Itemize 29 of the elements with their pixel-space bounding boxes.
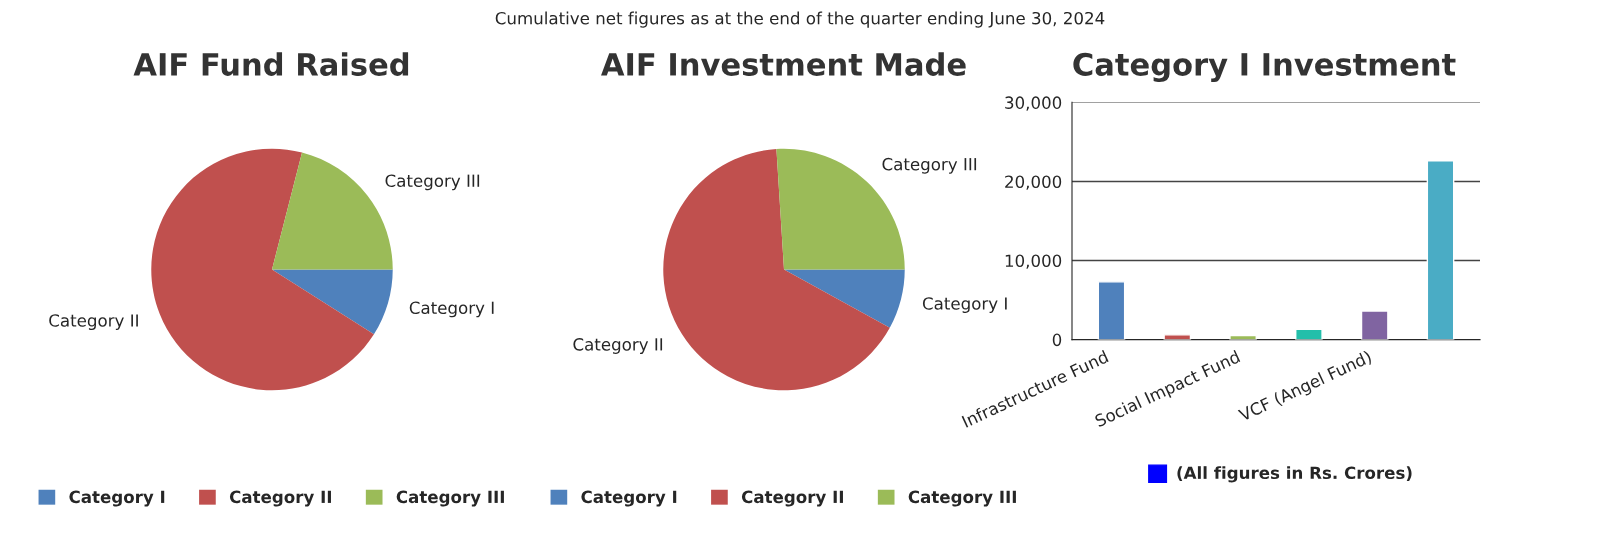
bar [1295, 328, 1323, 340]
slice-label: Category II [573, 338, 663, 354]
bar [1360, 310, 1389, 340]
legend-label: Category II [741, 490, 843, 507]
y-tick-label: 10,000 [1005, 254, 1062, 269]
legend-label: Category II [229, 490, 331, 507]
slice-label: Category I [922, 297, 1007, 313]
bar [1426, 160, 1455, 340]
pie-slice [784, 269, 905, 328]
slice-label: Category I [409, 301, 494, 318]
y-tick-label: 0 [1052, 333, 1062, 347]
y-tick-label: 20,000 [1005, 175, 1062, 190]
legend-label: Category III [908, 490, 1016, 507]
pie-slice [151, 148, 374, 391]
bar [1097, 281, 1126, 340]
text: (All figures in Rs. Crores) [1177, 466, 1412, 483]
legend-label: Category I [69, 490, 165, 507]
chart-title: AIF Investment Made [601, 52, 966, 76]
bar [1163, 334, 1192, 340]
slice-label: Category II [49, 314, 138, 331]
text: Cumulative net figures as at the end of the quarter ending June 30, 2024 [495, 11, 1105, 28]
slice-label: Category III [882, 157, 977, 174]
slice-label: Category III [385, 174, 480, 191]
chart-title: AIF Fund Raised [133, 52, 409, 76]
pie-slice [272, 269, 393, 335]
legend-label: Category III [396, 490, 504, 507]
category-label: Category I [581, 490, 677, 507]
y-tick-label: 30,000 [1005, 96, 1062, 111]
chart-title: Category I Investment [1073, 52, 1456, 83]
